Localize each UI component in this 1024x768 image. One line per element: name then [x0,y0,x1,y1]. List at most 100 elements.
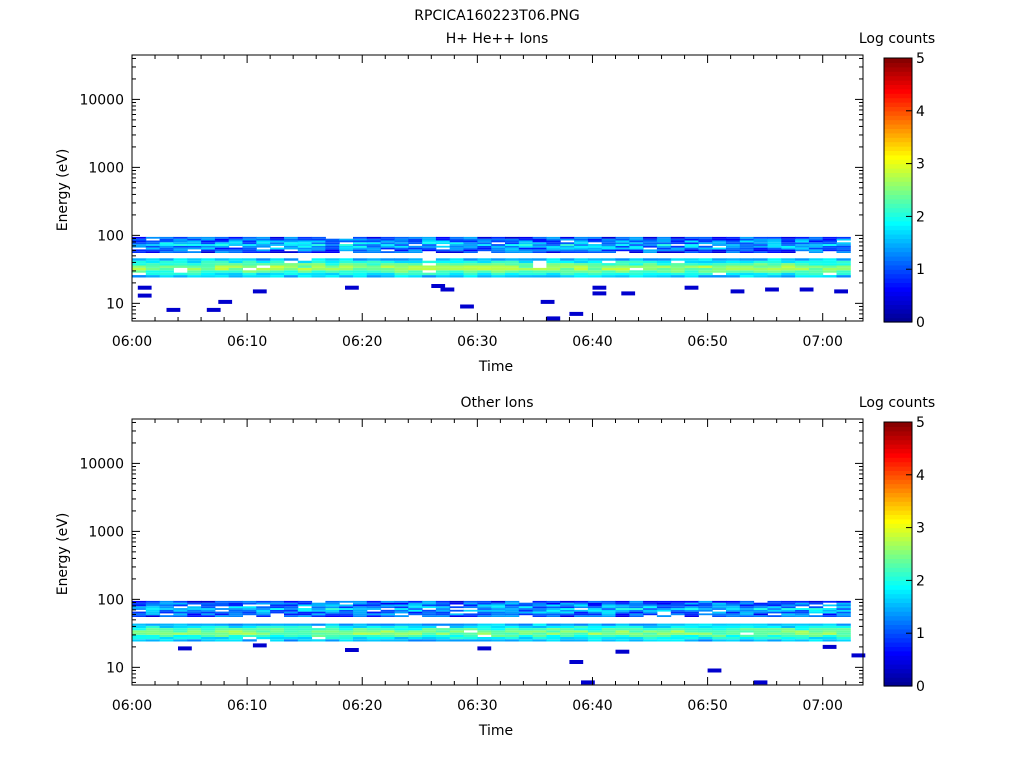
heatmap-cell [836,251,851,253]
heatmap-cell [201,630,216,633]
heatmap-cell [656,247,672,250]
heatmap-cell [822,258,837,261]
heatmap-cell [187,260,202,264]
heatmap-cell [339,637,354,640]
colorbar-tick-label: 3 [916,521,925,537]
heatmap-cell [505,244,520,246]
heatmap-cell [822,615,837,617]
heatmap-cell [435,240,451,243]
heatmap-cell [256,263,271,266]
heatmap-cell [753,245,768,248]
heatmap-cell [187,263,202,266]
heatmap-cell [159,628,174,631]
heatmap-cell [173,613,188,616]
heatmap-cell [394,263,409,266]
heatmap-cell [795,258,810,261]
heatmap-cell [187,611,202,614]
heatmap-cell [325,625,340,628]
heatmap-cell [615,611,630,614]
heatmap-cell [463,238,478,241]
heatmap-cell [311,240,326,243]
heatmap-cell [435,600,451,603]
heatmap-cell [408,251,423,253]
heatmap-cell [284,606,299,609]
heatmap-cell [201,265,216,268]
heatmap-cell [228,240,243,243]
heatmap-cell [435,263,451,266]
heatmap-cell [601,275,616,278]
heatmap-point [765,287,779,292]
heatmap-cell [132,611,147,614]
heatmap-cell [712,628,727,631]
heatmap-cell [297,600,313,603]
heatmap-cell [560,623,575,626]
heatmap-cell [615,245,630,248]
heatmap-cell [159,240,174,243]
heatmap-cell [574,258,589,261]
heatmap-cell [187,270,202,273]
heatmap-cell [698,238,713,241]
heatmap-cell [546,244,561,246]
heatmap-cell [214,263,230,266]
heatmap-cell [767,606,782,609]
heatmap-cell [173,258,188,261]
heatmap-cell [739,244,755,246]
heatmap-cell [808,609,824,612]
heatmap-point [345,648,359,652]
heatmap-cell [173,625,188,628]
heatmap-cell [491,602,506,605]
colorbar-segment [884,102,912,107]
heatmap-cell [822,632,837,635]
heatmap-cell [187,245,202,248]
heatmap-cell [325,240,340,243]
heatmap-cell [629,630,644,633]
heatmap-cell [187,630,202,633]
heatmap-cell [587,249,603,252]
heatmap-cell [643,267,658,271]
heatmap-cell [532,245,547,248]
heatmap-point [166,307,181,312]
heatmap-cell [297,275,313,278]
colorbar-segment [884,313,912,319]
plot-frame [131,54,864,322]
heatmap-cell [587,634,603,637]
colorbar-segment [884,225,912,231]
heatmap-cell [629,609,644,612]
heatmap-cell [201,632,216,635]
heatmap-cell [670,630,686,633]
heatmap-point [540,299,555,304]
heatmap-cell [159,615,174,617]
heatmap-cell [546,270,561,273]
heatmap-cell [477,272,492,276]
colorbar-segment [884,492,912,498]
heatmap-cell [822,611,837,614]
colorbar-segment [884,62,912,68]
heatmap-cell [256,600,271,603]
heatmap-cell [698,632,713,635]
heatmap-cell [795,267,810,271]
heatmap-cell [435,613,451,616]
heatmap-cell [422,249,437,252]
heatmap-cell [353,623,368,626]
heatmap-cell [242,609,257,612]
heatmap-cell [366,244,382,246]
heatmap-cell [394,236,409,239]
heatmap-cell [726,600,741,603]
heatmap-cell [325,613,340,616]
heatmap-cell [518,602,534,605]
heatmap-cell [159,608,174,610]
heatmap-cell [546,613,561,616]
heatmap-cell [822,637,837,640]
heatmap-cell [380,236,395,239]
heatmap-cell [795,609,810,612]
heatmap-cell [795,615,810,617]
heatmap-cell [228,637,243,640]
heatmap-cell [408,240,423,243]
heatmap-cell [615,272,630,276]
colorbar-segment [884,637,912,643]
heatmap-cell [518,263,534,266]
heatmap-cell [656,623,672,626]
heatmap-cell [767,249,782,252]
heatmap-cell [753,247,768,250]
heatmap-cell [256,628,271,631]
